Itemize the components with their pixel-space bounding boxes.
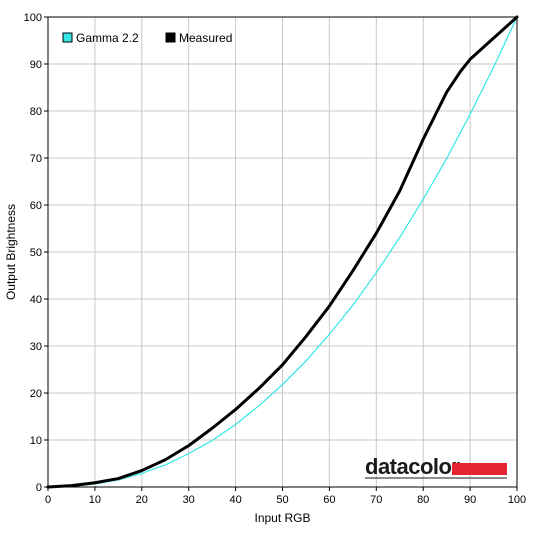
y-tick-label: 50 <box>30 247 42 259</box>
legend: Gamma 2.2 Measured <box>62 31 232 45</box>
series-lines <box>46 15 519 489</box>
y-tick-label: 40 <box>30 294 42 306</box>
legend-swatch-measured <box>165 32 176 43</box>
x-tick-label: 30 <box>183 494 195 506</box>
legend-label-measured: Measured <box>179 31 232 45</box>
series-line-measured <box>46 15 519 489</box>
y-tick-label: 90 <box>30 59 42 71</box>
x-tick-label: 0 <box>45 494 51 506</box>
y-tick-labels: 0 10 20 30 40 50 60 70 80 90 100 <box>24 12 42 494</box>
y-tick-label: 60 <box>30 200 42 212</box>
x-tick-label: 70 <box>370 494 382 506</box>
x-tick-label: 10 <box>89 494 101 506</box>
x-tick-label: 50 <box>276 494 288 506</box>
y-tick-label: 30 <box>30 341 42 353</box>
y-tick-label: 20 <box>30 388 42 400</box>
y-tick-label: 0 <box>36 482 42 494</box>
datacolor-logo-bar <box>452 463 507 475</box>
y-axis-title: Output Brightness <box>4 204 18 300</box>
y-tick-label: 100 <box>24 12 42 24</box>
y-tick-label: 70 <box>30 153 42 165</box>
x-tick-label: 100 <box>508 494 526 506</box>
x-tick-label: 60 <box>323 494 335 506</box>
legend-swatch-gamma <box>62 32 73 43</box>
series-line-gamma-2-2 <box>47 16 518 488</box>
legend-label-gamma: Gamma 2.2 <box>76 31 139 45</box>
axis-ticks <box>44 16 518 491</box>
x-tick-labels: 0 10 20 30 40 50 60 70 80 90 100 <box>45 494 526 506</box>
x-tick-label: 80 <box>417 494 429 506</box>
y-tick-label: 80 <box>30 106 42 118</box>
datacolor-watermark: datacolor <box>365 454 507 479</box>
datacolor-logo-text: datacolor <box>365 454 460 479</box>
x-tick-label: 20 <box>136 494 148 506</box>
y-tick-label: 10 <box>30 435 42 447</box>
x-axis-title: Input RGB <box>254 511 310 525</box>
x-tick-label: 40 <box>229 494 241 506</box>
x-tick-label: 90 <box>464 494 476 506</box>
